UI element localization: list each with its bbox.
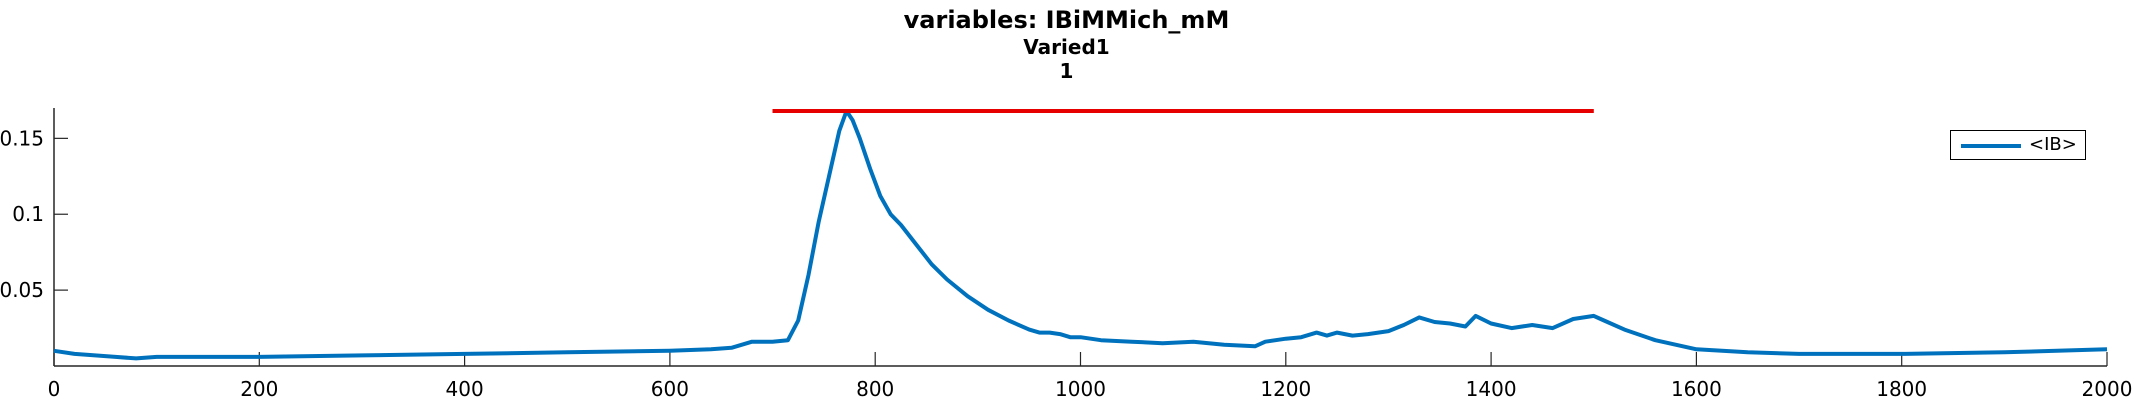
- y-tick-label: 0.05: [0, 278, 44, 302]
- x-tick-label: 800: [856, 377, 894, 400]
- legend: <IB>: [1950, 130, 2086, 160]
- x-tick-label: 1600: [1671, 377, 1722, 400]
- chart-title-block: variables: IBiMMich_mM Varied1 1: [0, 6, 2133, 83]
- chart-subtitle-value: 1: [1059, 58, 1074, 83]
- y-tick-label: 0.15: [0, 126, 44, 150]
- x-tick-label: 200: [240, 377, 278, 400]
- x-tick-label: 1000: [1055, 377, 1106, 400]
- x-tick-label: 0: [48, 377, 61, 400]
- x-tick-label: 1800: [1876, 377, 1927, 400]
- legend-swatch-ib: [1961, 144, 2021, 148]
- y-tick-label: 0.1: [12, 202, 44, 226]
- chart-subtitle-varied: Varied1: [1023, 34, 1110, 59]
- chart-title: variables: IBiMMich_mM: [903, 6, 1230, 34]
- x-tick-label: 600: [651, 377, 689, 400]
- x-tick-label: 2000: [2082, 377, 2133, 400]
- x-tick-label: 1200: [1260, 377, 1311, 400]
- series-line-ib: [53, 109, 2108, 361]
- x-tick-label: 1400: [1466, 377, 1517, 400]
- legend-label-ib: <IB>: [2029, 134, 2077, 155]
- x-tick-label: 400: [446, 377, 484, 400]
